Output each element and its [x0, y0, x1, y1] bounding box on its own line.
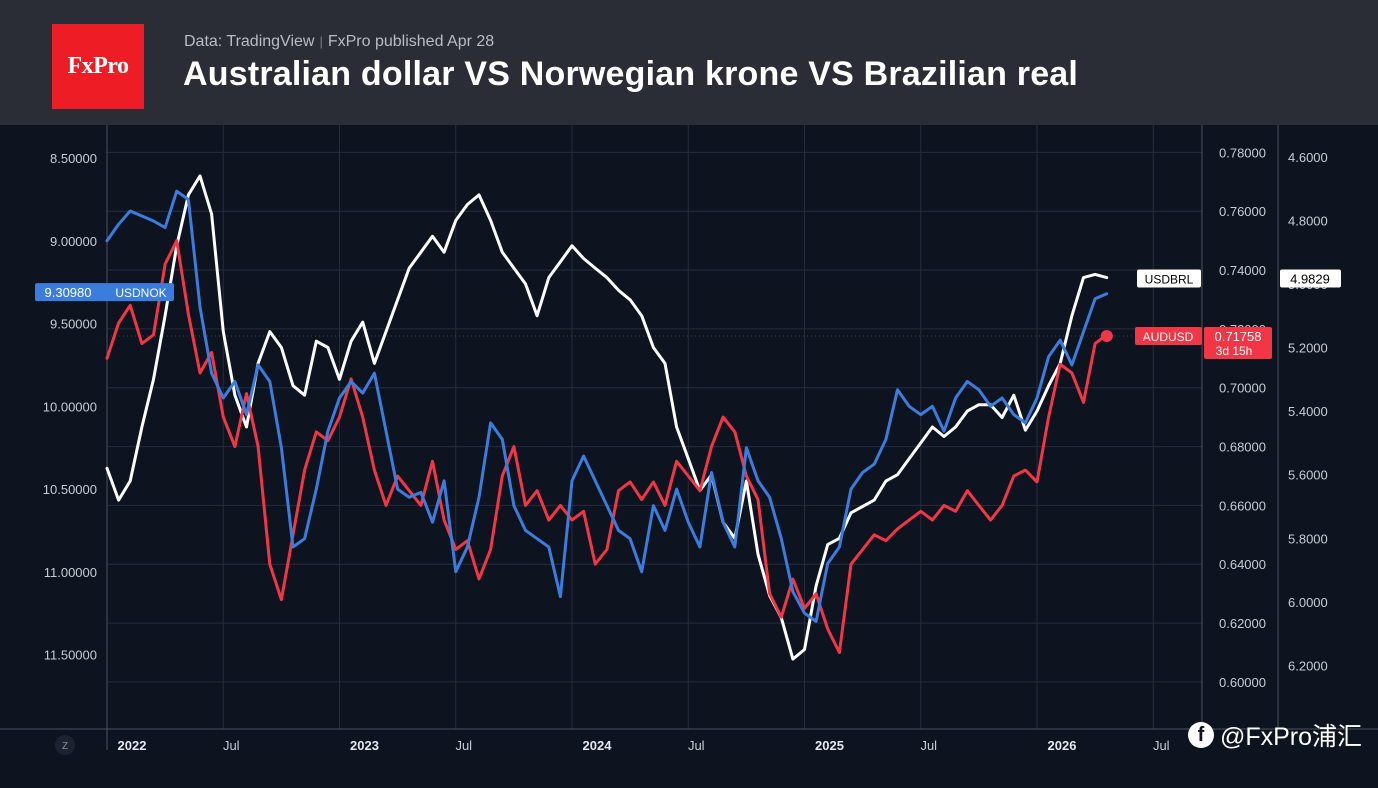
chart-area: 8.50000 9.00000 9.50000 10.00000 10.50000 11.… — [0, 125, 1378, 788]
right-axis-tick-label: 6.0000 — [1288, 595, 1328, 610]
middle-axis-tick-label: 0.76000 — [1219, 204, 1266, 219]
audusd-line — [105, 239, 1109, 654]
x-axis-tick-label: 2024 — [583, 738, 613, 753]
audusd-value-tag — [1204, 327, 1272, 360]
usdnok-line — [105, 189, 1109, 623]
middle-axis-tick-label: 0.70000 — [1219, 381, 1266, 396]
header: FxPro Data: TradingView | FxPro published … — [0, 0, 1378, 125]
right-axis-tick-label: 5.2000 — [1288, 341, 1328, 356]
left-axis-tick-label: 8.50000 — [50, 151, 97, 166]
left-axis-tick-label: 11.00000 — [44, 565, 97, 580]
chart-title: Australian dollar VS Norwegian krone VS … — [183, 55, 1079, 93]
published-date: FxPro published Apr 28 — [327, 33, 495, 50]
usdbrl-line — [105, 174, 1109, 661]
middle-axis-tick-label: 0.68000 — [1219, 440, 1266, 455]
middle-axis-tick-label: 0.64000 — [1219, 557, 1266, 572]
zoom-label: Z — [62, 741, 68, 752]
usdnok-value-label: 9.30980 — [45, 285, 92, 300]
right-axis-tick-label: 5.8000 — [1288, 531, 1328, 546]
data-source: Data: TradingView — [184, 33, 315, 50]
audusd-end-marker — [1100, 330, 1113, 343]
fxpro-logo: FxPro — [52, 24, 144, 109]
right-axis-tick-label: 5.4000 — [1288, 404, 1328, 419]
usdbrl-value-tag — [1280, 269, 1341, 288]
source-line: Data: TradingView | FxPro published Apr 28 — [184, 33, 494, 51]
middle-axis-tick-label: 0.62000 — [1219, 616, 1266, 631]
left-axis-tick-label: 11.50000 — [44, 648, 97, 663]
x-axis-tick-label: 2022 — [118, 738, 147, 753]
right-axis-tick-label: 6.2000 — [1288, 658, 1328, 673]
logo-text: FxPro — [67, 53, 129, 79]
x-axis-tick-label: 2026 — [1048, 738, 1077, 753]
watermark: f @FxPro浦汇 — [1187, 717, 1362, 753]
x-axis-tick-label: Jul — [223, 738, 240, 753]
right-axis-tick-label: 4.8000 — [1288, 213, 1328, 228]
middle-axis-tick-label: 0.66000 — [1219, 498, 1266, 513]
audusd-countdown-label: 3d 15h — [1216, 344, 1253, 358]
left-axis-tick-label: 10.50000 — [43, 482, 97, 497]
usdbrl-name-label: USDBRL — [1145, 273, 1194, 287]
audusd-name-label: AUDUSD — [1143, 330, 1194, 344]
x-axis-tick-label: Jul — [920, 738, 937, 753]
usdnok-name-label: USDNOK — [115, 286, 166, 300]
left-axis-tick-label: 9.00000 — [50, 234, 97, 249]
middle-axis-tick-label: 0.74000 — [1219, 263, 1266, 278]
usdbrl-name-tag — [1137, 269, 1201, 288]
zoom-icon — [55, 735, 75, 755]
middle-axis-tick-label: 0.60000 — [1219, 675, 1266, 690]
usdbrl-value-label: 4.9829 — [1290, 272, 1330, 287]
left-axis-tick-label: 9.50000 — [50, 317, 97, 332]
right-axis-tick-label: 4.6000 — [1288, 150, 1328, 165]
middle-axis-tick-label: 0.78000 — [1219, 145, 1266, 160]
usdnok-tag — [35, 283, 174, 302]
x-axis-tick-label: 2025 — [815, 738, 844, 753]
facebook-icon: f — [1187, 722, 1214, 748]
chart-svg: 8.50000 9.00000 9.50000 10.00000 10.50000 11.… — [0, 125, 1378, 755]
x-axis-tick-label: 2023 — [350, 738, 379, 753]
x-axis-tick-label: Jul — [455, 738, 472, 753]
watermark-text: @FxPro浦汇 — [1219, 723, 1362, 751]
x-axis-tick-label: Jul — [1153, 738, 1170, 753]
x-axis-tick-label: Jul — [688, 738, 705, 753]
separator: | — [319, 34, 323, 49]
right-axis-tick-label: 5.6000 — [1288, 468, 1328, 483]
audusd-name-tag — [1135, 327, 1202, 346]
left-axis-tick-label: 10.00000 — [43, 399, 97, 414]
audusd-value-label: 0.71758 — [1215, 329, 1262, 344]
